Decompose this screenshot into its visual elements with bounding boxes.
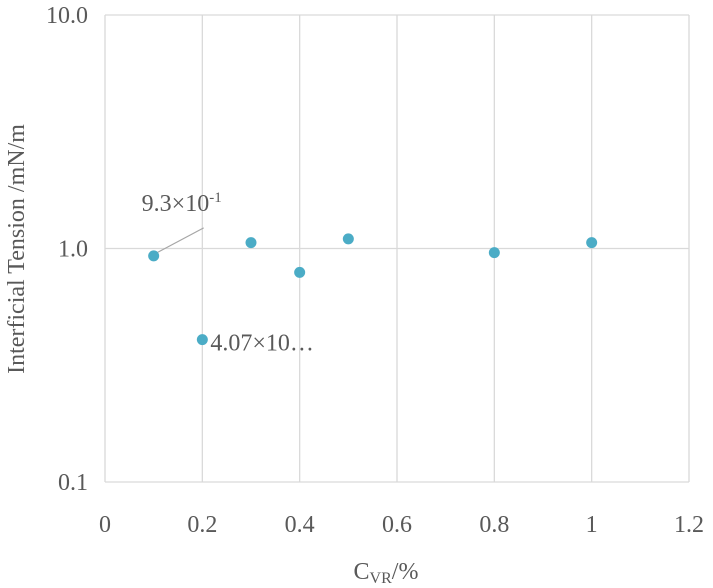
data-annotations: 9.3×10-1 4.07×10… [142,190,314,357]
data-point [488,247,500,259]
y-tick-label: 10.0 [46,3,88,29]
data-annotation: 4.07×10… [210,331,314,357]
gridlines [104,14,690,483]
x-tick-label: 0 [99,512,111,538]
x-axis-title-subscript: VR [370,570,393,587]
annotation-base: 9.3×10 [142,191,210,217]
data-point [586,237,598,249]
x-axis-title: CVR/% [354,559,419,587]
x-tick-label: 0.8 [479,512,509,538]
x-tick-label: 0.4 [285,512,315,538]
annotation-leader-line [156,227,204,254]
y-axis-title: Interficial Tension /mN/m [4,124,30,374]
data-annotation: 9.3×10-1 [142,190,222,217]
data-point [342,233,354,245]
data-point [148,250,160,262]
annotation-leader-lines [156,227,204,254]
x-tick-label: 0.6 [382,512,412,538]
y-tick-label: 1.0 [58,237,88,263]
x-tick-label: 0.2 [187,512,217,538]
x-axis-title-suffix: /% [392,559,419,585]
x-tick-label: 1 [586,512,598,538]
data-point [245,237,257,249]
data-point [294,266,306,278]
y-tick-label: 0.1 [58,470,88,496]
annotation-base: 4.07×10… [210,331,314,357]
data-points [148,233,598,346]
data-point [196,334,208,346]
y-axis-tick-labels: 0.1 1.0 10.0 [46,3,88,496]
x-axis-title-main: C [354,559,370,585]
x-tick-label: 1.2 [674,512,704,538]
x-axis-tick-labels: 0 0.2 0.4 0.6 0.8 1 1.2 [99,512,704,538]
annotation-exponent: -1 [209,190,222,206]
